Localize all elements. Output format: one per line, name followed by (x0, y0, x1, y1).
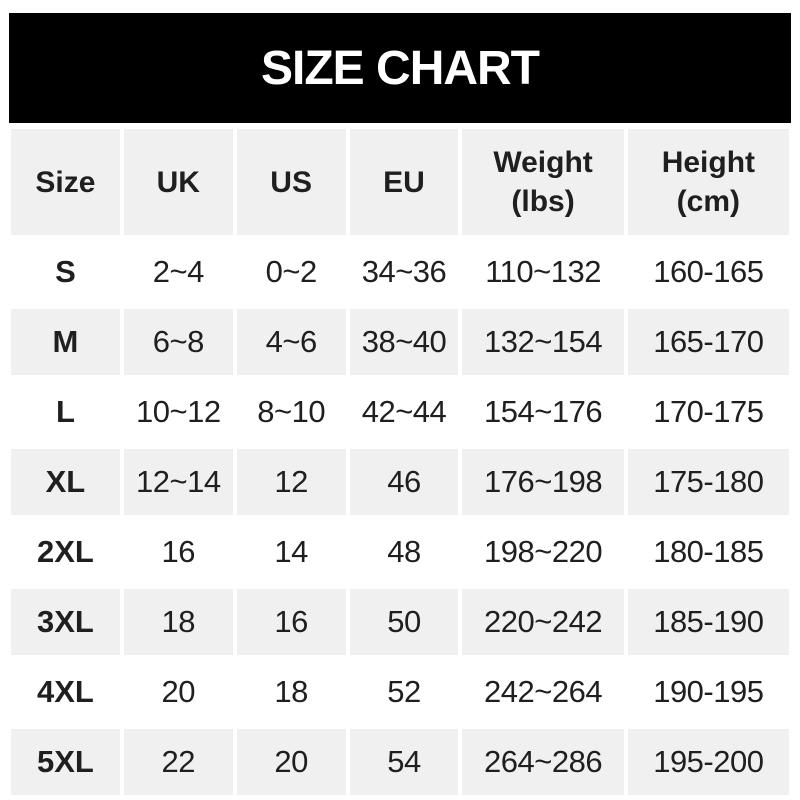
size-chart-table: Size UK US EU Weight (lbs) Height (cm) S… (7, 125, 793, 799)
cell-size: M (11, 309, 120, 375)
cell-uk: 6~8 (123, 309, 233, 375)
cell-size: XL (11, 449, 120, 515)
table-row-4xl: 4XL 20 18 52 242~264 190-195 (11, 659, 789, 725)
cell-weight: 176~198 (462, 449, 624, 515)
table-row-m: M 6~8 4~6 38~40 132~154 165-170 (11, 309, 789, 375)
column-header-height: Height (cm) (627, 129, 789, 235)
cell-height: 195-200 (627, 729, 789, 795)
cell-height: 190-195 (627, 659, 789, 725)
cell-us: 14 (236, 519, 346, 585)
column-header-us: US (236, 129, 346, 235)
cell-weight: 198~220 (462, 519, 624, 585)
cell-height: 175-180 (627, 449, 789, 515)
cell-us: 12 (236, 449, 346, 515)
column-header-eu: EU (349, 129, 459, 235)
cell-uk: 12~14 (123, 449, 233, 515)
table-row-s: S 2~4 0~2 34~36 110~132 160-165 (11, 239, 789, 305)
table-row-5xl: 5XL 22 20 54 264~286 195-200 (11, 729, 789, 795)
cell-eu: 48 (349, 519, 459, 585)
cell-height: 165-170 (627, 309, 789, 375)
cell-size: L (11, 379, 120, 445)
cell-us: 20 (236, 729, 346, 795)
header-row: Size UK US EU Weight (lbs) Height (cm) (11, 129, 789, 235)
cell-height: 180-185 (627, 519, 789, 585)
cell-height: 160-165 (627, 239, 789, 305)
cell-weight: 110~132 (462, 239, 624, 305)
cell-uk: 2~4 (123, 239, 233, 305)
cell-eu: 50 (349, 589, 459, 655)
column-header-size: Size (11, 129, 120, 235)
page-title: SIZE CHART (261, 41, 540, 95)
cell-uk: 18 (123, 589, 233, 655)
title-banner: SIZE CHART (9, 13, 791, 123)
table-row-2xl: 2XL 16 14 48 198~220 180-185 (11, 519, 789, 585)
cell-eu: 54 (349, 729, 459, 795)
table-row-l: L 10~12 8~10 42~44 154~176 170-175 (11, 379, 789, 445)
cell-weight: 132~154 (462, 309, 624, 375)
column-header-uk: UK (123, 129, 233, 235)
table-row-xl: XL 12~14 12 46 176~198 175-180 (11, 449, 789, 515)
cell-eu: 42~44 (349, 379, 459, 445)
cell-eu: 38~40 (349, 309, 459, 375)
cell-uk: 16 (123, 519, 233, 585)
cell-us: 4~6 (236, 309, 346, 375)
cell-us: 0~2 (236, 239, 346, 305)
cell-us: 16 (236, 589, 346, 655)
cell-weight: 264~286 (462, 729, 624, 795)
cell-size: 2XL (11, 519, 120, 585)
cell-size: S (11, 239, 120, 305)
cell-weight: 154~176 (462, 379, 624, 445)
cell-uk: 20 (123, 659, 233, 725)
table-row-3xl: 3XL 18 16 50 220~242 185-190 (11, 589, 789, 655)
cell-weight: 220~242 (462, 589, 624, 655)
cell-eu: 46 (349, 449, 459, 515)
cell-size: 4XL (11, 659, 120, 725)
cell-uk: 22 (123, 729, 233, 795)
cell-uk: 10~12 (123, 379, 233, 445)
cell-height: 185-190 (627, 589, 789, 655)
cell-size: 5XL (11, 729, 120, 795)
cell-us: 8~10 (236, 379, 346, 445)
cell-weight: 242~264 (462, 659, 624, 725)
cell-size: 3XL (11, 589, 120, 655)
column-header-weight: Weight (lbs) (462, 129, 624, 235)
cell-eu: 52 (349, 659, 459, 725)
cell-height: 170-175 (627, 379, 789, 445)
cell-us: 18 (236, 659, 346, 725)
cell-eu: 34~36 (349, 239, 459, 305)
